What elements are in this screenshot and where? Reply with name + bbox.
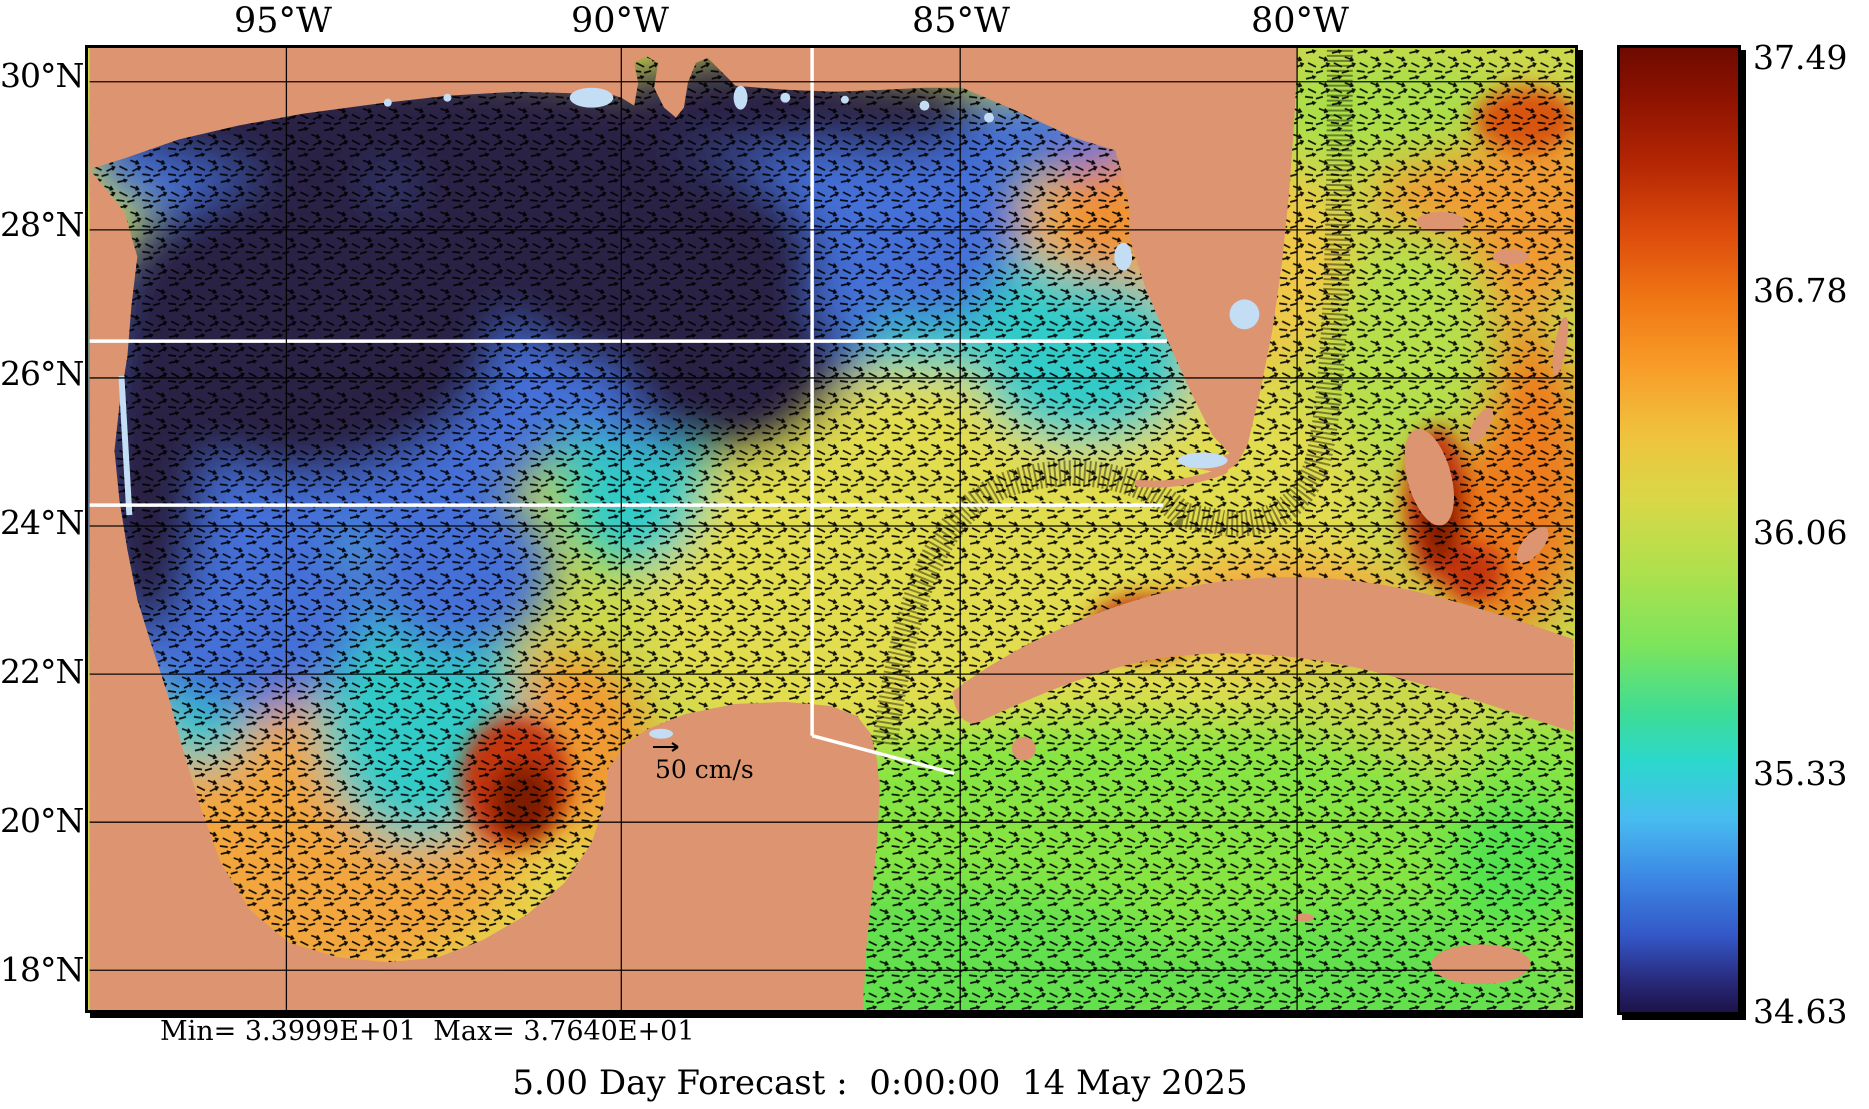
section-line-yucatan [811,734,955,776]
lat-tick-label: 26°N [0,354,84,393]
lat-tick-label: 28°N [0,205,84,244]
lake-okeechobee [1229,299,1260,330]
vector-scale-label: 50 cm/s [655,755,754,784]
loop-current-stream [871,48,1353,746]
tampa-bay [1114,242,1133,271]
us-gulf-coast-land [89,48,1299,474]
grand-bahama-land [1416,211,1467,232]
lat-tick-label: 24°N [0,503,84,542]
colorbar-tick-label: 36.78 [1753,271,1848,310]
lake-pontchartrain [569,87,614,108]
mobile-bay [733,85,748,110]
isle-of-youth-land [1011,736,1036,761]
salinity-colorbar [1617,45,1741,1015]
bahamas-island-land [1552,316,1569,376]
bahamas-island-land [1468,407,1494,444]
lon-tick-label: 95°W [233,1,333,41]
bahamas-island-land [1516,526,1549,563]
lon-tick-label: 90°W [570,1,670,41]
lat-tick-label: 18°N [0,950,84,989]
cuba-land [952,577,1574,732]
lon-tick-label: 85°W [911,1,1011,41]
land-shapes [89,48,1574,1010]
colorbar-tick-label: 37.49 [1753,38,1848,77]
mexico-central-america-land [89,169,880,1010]
graticule-lines [89,48,1574,1010]
grand-bahama-land [1492,248,1529,265]
colorbar-tick-label: 34.63 [1753,992,1848,1031]
jamaica-land [1431,944,1531,985]
lon-tick-label: 80°W [1250,1,1350,41]
map-canvas [85,45,1578,1013]
laguna-madre [118,375,133,516]
salinity-field-plot [88,48,1575,1010]
lake-shapes [118,85,1260,739]
florida-bay [1177,452,1228,469]
min-max-stats: Min= 3.3999E+01 Max= 3.7640E+01 [160,1016,695,1047]
section-overlay-lines [89,48,1167,776]
andros-island-land [1404,428,1454,526]
colorbar-tick-label: 35.33 [1753,754,1848,793]
scale-arrow-icon [653,742,679,752]
cayman-island-land [1294,913,1314,922]
colorbar-tick-label: 36.06 [1753,513,1848,552]
forecast-caption: 5.00 Day Forecast : 0:00:00 14 May 2025 [512,1063,1248,1103]
florida-keys-land [1134,466,1229,488]
lat-tick-label: 22°N [0,652,84,691]
lat-tick-label: 30°N [0,56,84,95]
lat-tick-label: 20°N [0,801,84,840]
